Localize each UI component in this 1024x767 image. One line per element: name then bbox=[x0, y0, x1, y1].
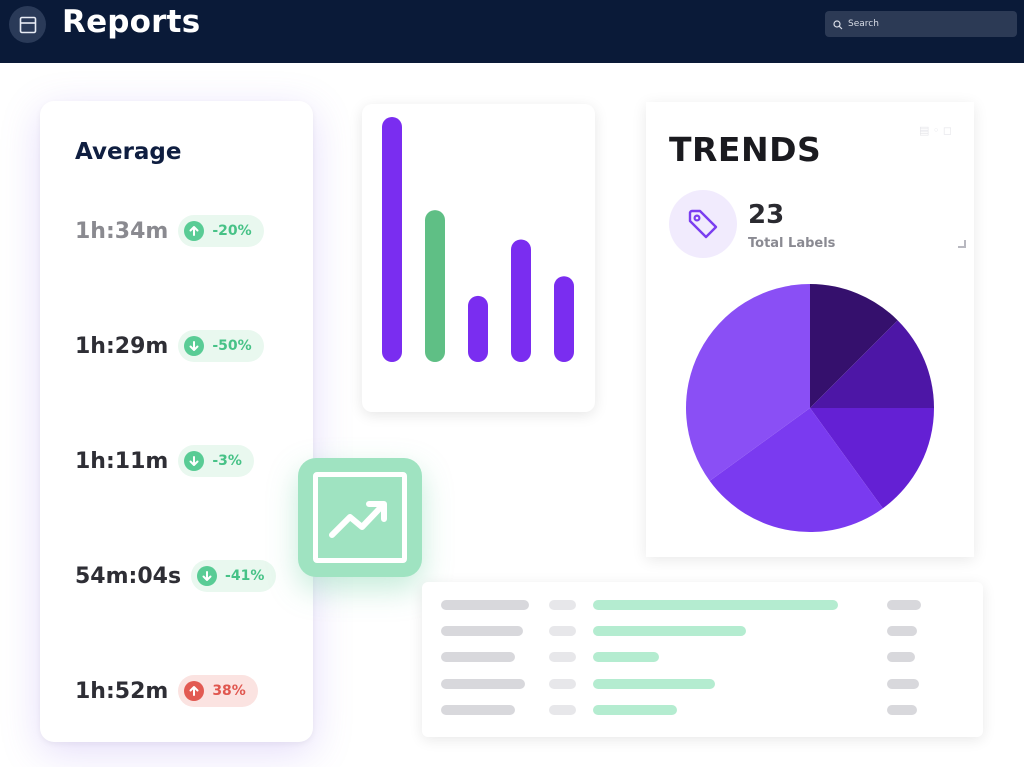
change-text: -50% bbox=[212, 338, 252, 354]
row-label-placeholder bbox=[441, 600, 529, 610]
change-badge: -20% bbox=[178, 215, 264, 247]
arrow-down-icon bbox=[197, 566, 218, 586]
change-text: -20% bbox=[212, 223, 252, 239]
resize-corner-icon[interactable] bbox=[958, 240, 966, 248]
change-badge: 38% bbox=[178, 675, 258, 707]
pie-slice bbox=[709, 408, 883, 532]
metric-value: 1h:52m bbox=[75, 678, 169, 704]
metric-row: 1h:34m -20% bbox=[75, 215, 264, 247]
row-progress-bar bbox=[593, 705, 677, 715]
search-icon bbox=[833, 15, 843, 34]
search-box[interactable] bbox=[825, 11, 1017, 37]
metric-value: 54m:04s bbox=[75, 563, 182, 589]
row-tag-placeholder bbox=[549, 626, 576, 636]
metric-row: 54m:04s -41% bbox=[75, 560, 277, 592]
change-badge: -41% bbox=[191, 560, 277, 592]
bar bbox=[554, 276, 574, 362]
arrow-up-icon bbox=[184, 221, 205, 241]
table-card bbox=[422, 582, 983, 737]
row-progress-bar bbox=[593, 679, 715, 689]
change-badge: -50% bbox=[178, 330, 264, 362]
row-tag-placeholder bbox=[549, 705, 576, 715]
pie-slice bbox=[810, 284, 898, 408]
metric-row: 1h:29m -50% bbox=[75, 330, 264, 362]
trending-up-icon bbox=[313, 472, 407, 563]
row-label-placeholder bbox=[441, 705, 515, 715]
bar bbox=[511, 239, 531, 362]
change-text: -41% bbox=[225, 568, 265, 584]
search-input[interactable] bbox=[848, 19, 1008, 29]
change-badge: -3% bbox=[178, 445, 254, 477]
row-value-placeholder bbox=[887, 600, 921, 610]
change-text: -3% bbox=[212, 453, 242, 469]
page-title: Reports bbox=[62, 4, 201, 40]
row-label-placeholder bbox=[441, 626, 523, 636]
metric-value: 1h:34m bbox=[75, 218, 169, 244]
pie-chart bbox=[686, 284, 934, 532]
metric-row: 1h:11m -3% bbox=[75, 445, 254, 477]
row-label-placeholder bbox=[441, 652, 515, 662]
average-card: Average 1h:34m -20% 1h:29m -50% 1h:11m -… bbox=[40, 101, 313, 742]
row-progress-bar bbox=[593, 600, 838, 610]
row-value-placeholder bbox=[887, 679, 919, 689]
row-label-placeholder bbox=[441, 679, 525, 689]
row-tag-placeholder bbox=[549, 679, 576, 689]
faint-toolbar-icons: ▤ ◦ ◻ bbox=[919, 124, 953, 137]
average-title: Average bbox=[75, 139, 182, 165]
row-tag-placeholder bbox=[549, 652, 576, 662]
top-bar: Reports bbox=[0, 0, 1024, 63]
metric-row: 1h:52m 38% bbox=[75, 675, 258, 707]
trends-title: TRENDS bbox=[669, 130, 822, 169]
pie-slice bbox=[686, 284, 810, 481]
total-labels-count: 23 bbox=[748, 200, 785, 230]
change-text: 38% bbox=[212, 683, 246, 699]
row-value-placeholder bbox=[887, 705, 917, 715]
tag-icon bbox=[669, 190, 737, 258]
bar bbox=[468, 295, 488, 362]
bar bbox=[425, 210, 445, 362]
row-progress-bar bbox=[593, 652, 659, 662]
pie-slice bbox=[810, 320, 934, 408]
metric-value: 1h:29m bbox=[75, 333, 169, 359]
bar bbox=[382, 117, 402, 362]
arrow-up-icon bbox=[184, 681, 205, 701]
total-labels-caption: Total Labels bbox=[748, 236, 836, 251]
row-value-placeholder bbox=[887, 626, 917, 636]
metric-value: 1h:11m bbox=[75, 448, 169, 474]
row-progress-bar bbox=[593, 626, 746, 636]
pie-slice bbox=[810, 408, 934, 509]
trends-card: ▤ ◦ ◻ TRENDS 23 Total Labels bbox=[646, 102, 974, 557]
arrow-down-icon bbox=[184, 451, 205, 471]
bar-chart bbox=[382, 117, 574, 362]
row-value-placeholder bbox=[887, 652, 915, 662]
row-tag-placeholder bbox=[549, 600, 576, 610]
trend-tile[interactable] bbox=[298, 458, 422, 577]
layout-panel-icon[interactable] bbox=[9, 6, 46, 43]
arrow-down-icon bbox=[184, 336, 205, 356]
bar-chart-card bbox=[362, 104, 595, 412]
